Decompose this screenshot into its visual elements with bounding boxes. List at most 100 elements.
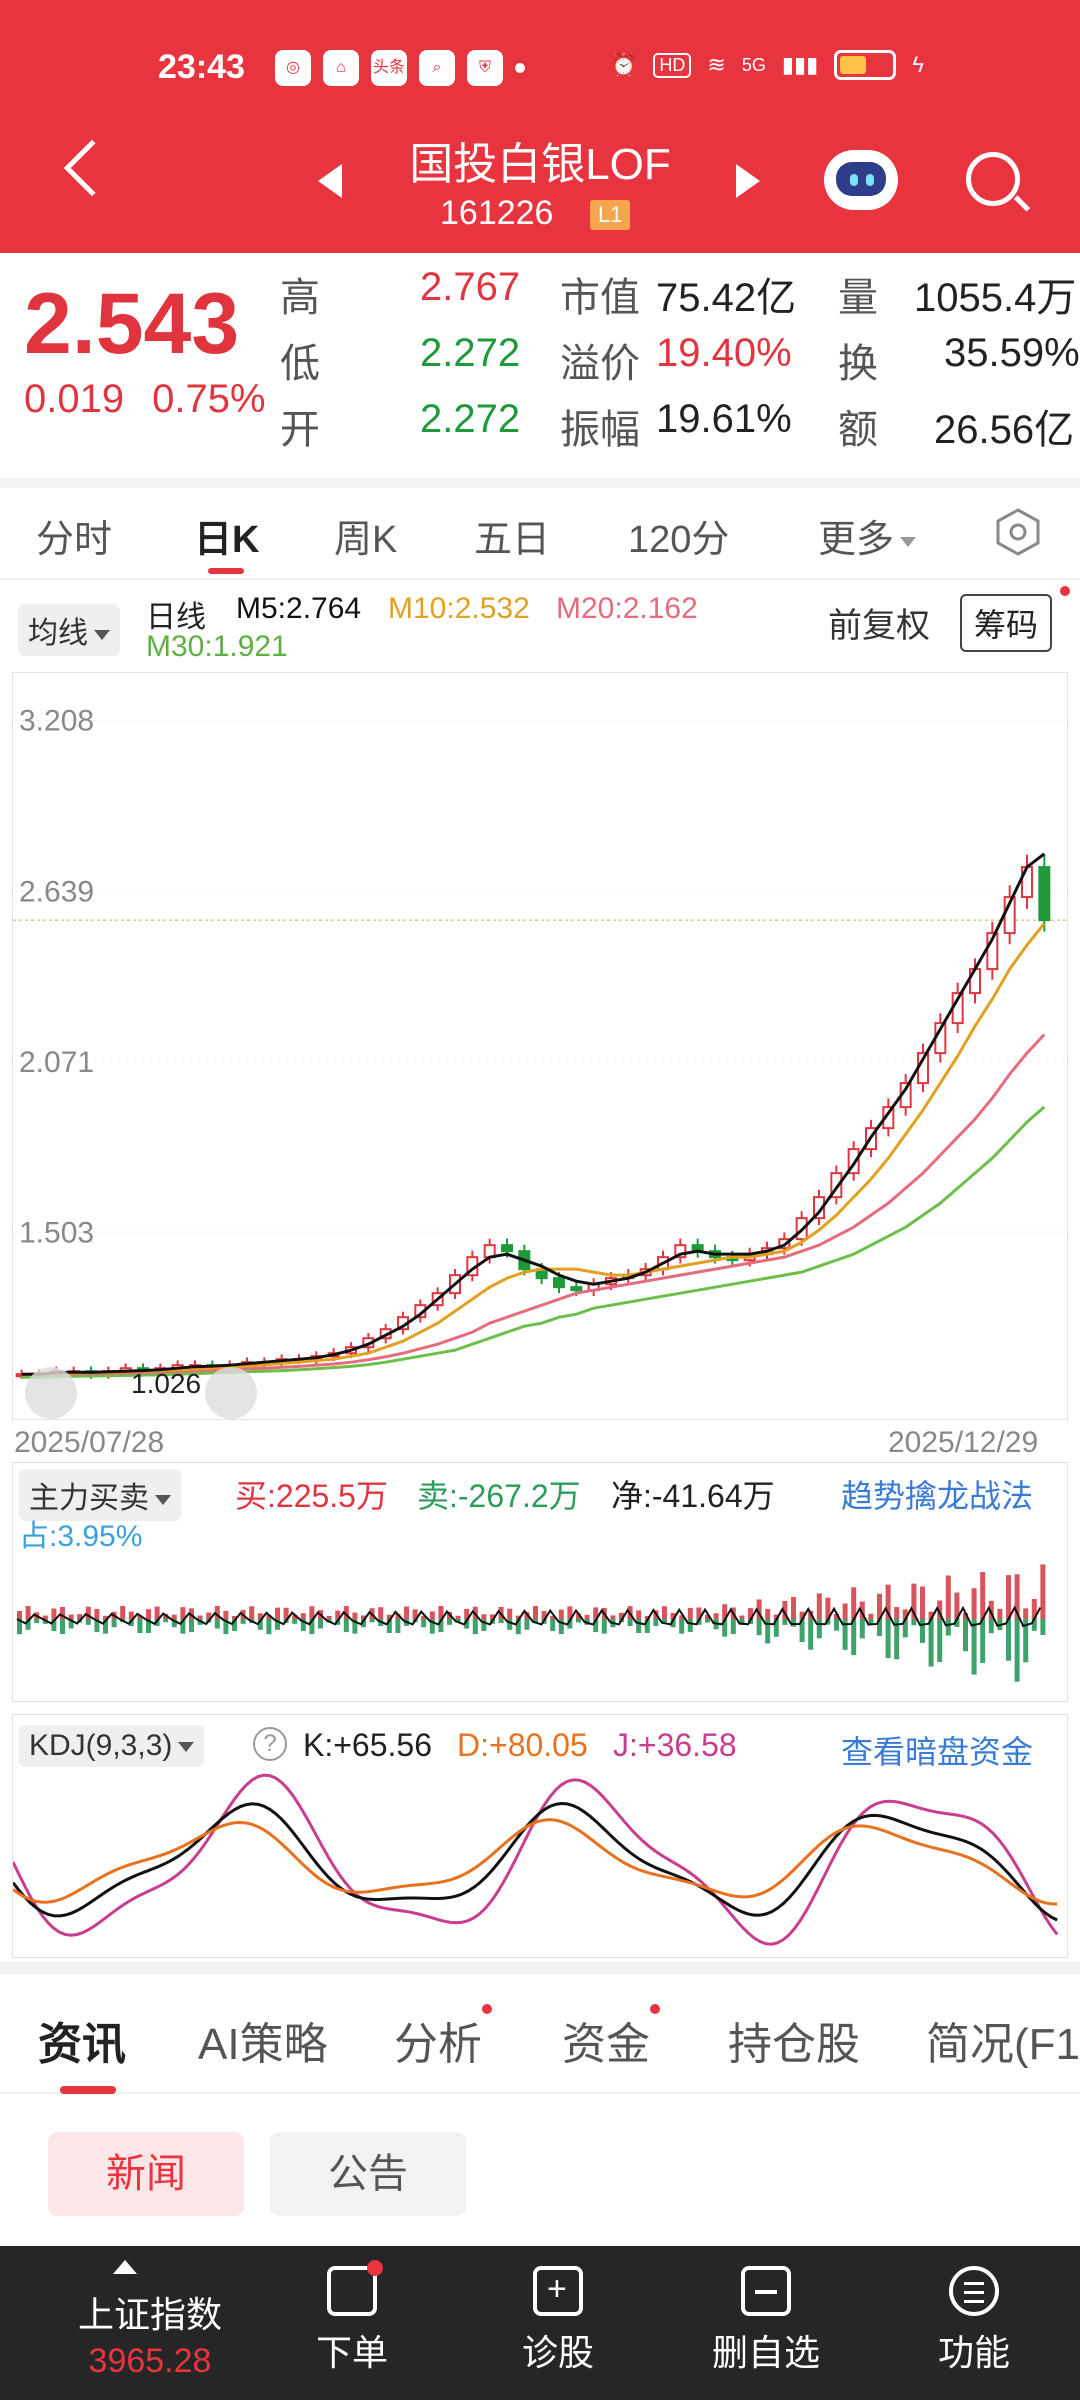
kdj-selector[interactable]: KDJ(9,3,3) (19, 1725, 205, 1767)
tab-analysis-label: 分析 (394, 2020, 482, 2069)
flow-bar-sell (395, 1619, 401, 1633)
subtab-announcements[interactable]: 公告 (270, 2132, 466, 2216)
kline-svg: 3.208 2.639 2.071 1.503 1.026 (13, 705, 1067, 1419)
flow-bar-buy (77, 1614, 83, 1619)
flow-bar-buy (137, 1615, 143, 1619)
chevron-down-icon (178, 1742, 195, 1753)
tab-weekly-k[interactable]: 周K (334, 519, 398, 561)
flow-bar-sell (558, 1619, 564, 1635)
flow-bar-buy (593, 1607, 599, 1619)
flow-bar-buy (722, 1604, 728, 1619)
capital-flow-svg (16, 1564, 1046, 1682)
flow-bar-buy (206, 1612, 212, 1619)
label-turnover: 换 (838, 342, 878, 386)
flow-bar-buy (610, 1615, 616, 1619)
quote-panel: 2.543 0.019 0.75% 高 2.767 市值 75.42亿 量 105… (0, 253, 1080, 478)
search-app-icon: ⌕ (419, 50, 455, 86)
flow-bar-sell (644, 1619, 650, 1633)
flow-bar-buy (361, 1615, 366, 1619)
flow-bar-sell (524, 1619, 530, 1630)
candle-body (570, 1286, 583, 1292)
settings-hex-icon[interactable] (992, 506, 1044, 558)
battery-icon (834, 50, 897, 80)
flow-bar-sell (189, 1619, 194, 1633)
trend-strategy-link[interactable]: 趋势擒龙战法 (841, 1478, 1034, 1514)
flow-bar-buy (146, 1609, 151, 1619)
flow-bar-buy (799, 1611, 805, 1619)
prev-stock-icon[interactable] (318, 164, 342, 198)
tab-more[interactable]: 更多 (818, 508, 917, 563)
label-premium: 溢价 (560, 342, 640, 386)
flow-bar-buy (954, 1592, 960, 1619)
chip-distribution-button[interactable]: 筹码 (960, 594, 1053, 652)
flow-bar-buy (558, 1609, 564, 1619)
capital-flow-label: 主力买卖 (29, 1482, 149, 1515)
low-price-label: 1.026 (131, 1368, 201, 1399)
kline-chart[interactable]: 3.208 2.639 2.071 1.503 1.026 (12, 672, 1068, 1420)
adjust-mode[interactable]: 前复权 (828, 607, 930, 645)
flow-bar-sell (438, 1619, 444, 1633)
nav-functions[interactable]: 功能 (884, 2266, 1064, 2376)
flow-bar-buy (662, 1606, 667, 1619)
tab-holdings[interactable]: 持仓股 (728, 2020, 860, 2069)
tab-profile[interactable]: 简况(F10) (926, 2020, 1080, 2069)
flow-bar-sell (352, 1619, 358, 1634)
flow-bar-sell (885, 1619, 891, 1659)
flow-bar-buy (25, 1606, 31, 1619)
flow-bar-sell (756, 1619, 762, 1636)
flow-bar-buy (335, 1610, 341, 1619)
tab-five-day[interactable]: 五日 (474, 519, 551, 561)
tab-ai-strategy[interactable]: AI策略 (198, 2020, 328, 2069)
tab-daily-k[interactable]: 日K (194, 519, 260, 561)
ai-assistant-robot-icon[interactable] (824, 150, 898, 210)
notification-dot (515, 63, 525, 73)
flow-bar-buy (309, 1606, 315, 1619)
tab-intraday[interactable]: 分时 (36, 519, 113, 561)
subtab-news[interactable]: 新闻 (48, 2132, 244, 2216)
nav-diagnose-label: 诊股 (521, 2332, 594, 2373)
help-icon[interactable]: ? (253, 1727, 287, 1761)
flow-bar-sell (163, 1619, 169, 1623)
nav-order[interactable]: 下单 (262, 2260, 442, 2376)
label-amplitude: 振幅 (560, 408, 640, 452)
dark-pool-link[interactable]: 查看暗盘资金 (841, 1734, 1034, 1770)
flow-bar-sell (111, 1619, 117, 1628)
tab-120min[interactable]: 120分 (628, 519, 730, 561)
tab-capital[interactable]: 资金 (562, 2004, 660, 2072)
flow-bar-sell (51, 1619, 57, 1632)
expand-panel-icon[interactable] (25, 1367, 77, 1419)
index-label[interactable]: 上证指数 (77, 2294, 222, 2335)
status-right: ⏰ HD ≋ 5G ▮▮▮ ϟ (610, 50, 924, 80)
flow-bar-sell (945, 1619, 951, 1636)
flow-bar-sell (1031, 1619, 1037, 1631)
expand-up-icon[interactable] (113, 2260, 137, 2274)
flow-bar-buy (945, 1575, 951, 1619)
back-icon[interactable] (63, 139, 121, 197)
capital-flow-panel: 主力买卖 买:225.5万 卖:-267.2万 净:-41.64万 趋势擒龙战法… (12, 1462, 1068, 1702)
flow-bar-sell (472, 1619, 478, 1635)
kdj-d-line (13, 1818, 1058, 1906)
app-icon: ⌂ (323, 50, 359, 86)
flow-bar-buy (842, 1603, 848, 1619)
flow-bar-sell (292, 1619, 298, 1624)
tab-analysis[interactable]: 分析 (394, 2004, 492, 2072)
nav-diagnose[interactable]: + 诊股 (468, 2266, 648, 2376)
flow-bar-sell (25, 1619, 31, 1630)
flow-bar-sell (386, 1619, 392, 1633)
capital-flow-selector[interactable]: 主力买卖 (19, 1469, 181, 1521)
value-volume: 1055.4万 (914, 276, 1077, 320)
nav-remove-watchlist[interactable]: 删自选 (676, 2266, 856, 2376)
tab-news-info[interactable]: 资讯 (38, 2020, 126, 2069)
flow-bar-buy (197, 1615, 203, 1619)
bottom-nav: 上证指数 3965.28 下单 + 诊股 删自选 功能 (0, 2246, 1080, 2400)
flow-bar-sell (533, 1619, 538, 1624)
signal-icon: 5G (741, 54, 766, 75)
kdj-panel: KDJ(9,3,3) ? K:+65.56 D:+80.05 J:+36.58 … (12, 1714, 1068, 1958)
flow-bar-sell (481, 1619, 487, 1632)
search-icon[interactable] (966, 152, 1020, 206)
fullscreen-icon[interactable] (205, 1367, 257, 1419)
ma-selector[interactable]: 均线 (18, 604, 120, 656)
alarm-icon: ⏰ (610, 52, 638, 77)
capital-net: 净:-41.64万 (611, 1478, 775, 1514)
next-stock-icon[interactable] (736, 164, 760, 198)
